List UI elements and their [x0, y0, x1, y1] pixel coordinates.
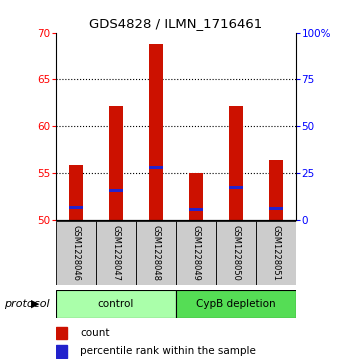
Text: protocol: protocol [4, 299, 49, 309]
Bar [56, 221, 96, 285]
Bar [109, 106, 123, 220]
Text: ▶: ▶ [31, 299, 39, 309]
Bar [176, 290, 296, 318]
Bar [96, 221, 136, 285]
Bar [229, 106, 243, 220]
Bar [189, 173, 203, 220]
Bar [229, 187, 243, 189]
Title: GDS4828 / ILMN_1716461: GDS4828 / ILMN_1716461 [90, 17, 262, 30]
Bar [149, 44, 163, 220]
Bar [69, 166, 83, 220]
Text: GSM1228050: GSM1228050 [231, 225, 240, 281]
Bar [176, 221, 216, 285]
Bar [269, 160, 283, 220]
Bar [269, 207, 283, 210]
Text: GSM1228049: GSM1228049 [191, 225, 200, 281]
Bar [56, 345, 68, 358]
Bar [69, 206, 83, 209]
Bar [56, 290, 176, 318]
Text: GSM1228046: GSM1228046 [71, 225, 81, 281]
Text: count: count [80, 328, 109, 338]
Text: GSM1228051: GSM1228051 [271, 225, 280, 281]
Text: control: control [98, 299, 134, 309]
Text: GSM1228047: GSM1228047 [112, 225, 121, 281]
Text: percentile rank within the sample: percentile rank within the sample [80, 346, 256, 356]
Bar [136, 221, 176, 285]
Bar [216, 221, 256, 285]
Bar [56, 327, 68, 339]
Bar [109, 189, 123, 192]
Bar [149, 166, 163, 169]
Text: CypB depletion: CypB depletion [196, 299, 276, 309]
Text: GSM1228048: GSM1228048 [152, 225, 161, 281]
Bar [189, 208, 203, 211]
Bar [256, 221, 296, 285]
